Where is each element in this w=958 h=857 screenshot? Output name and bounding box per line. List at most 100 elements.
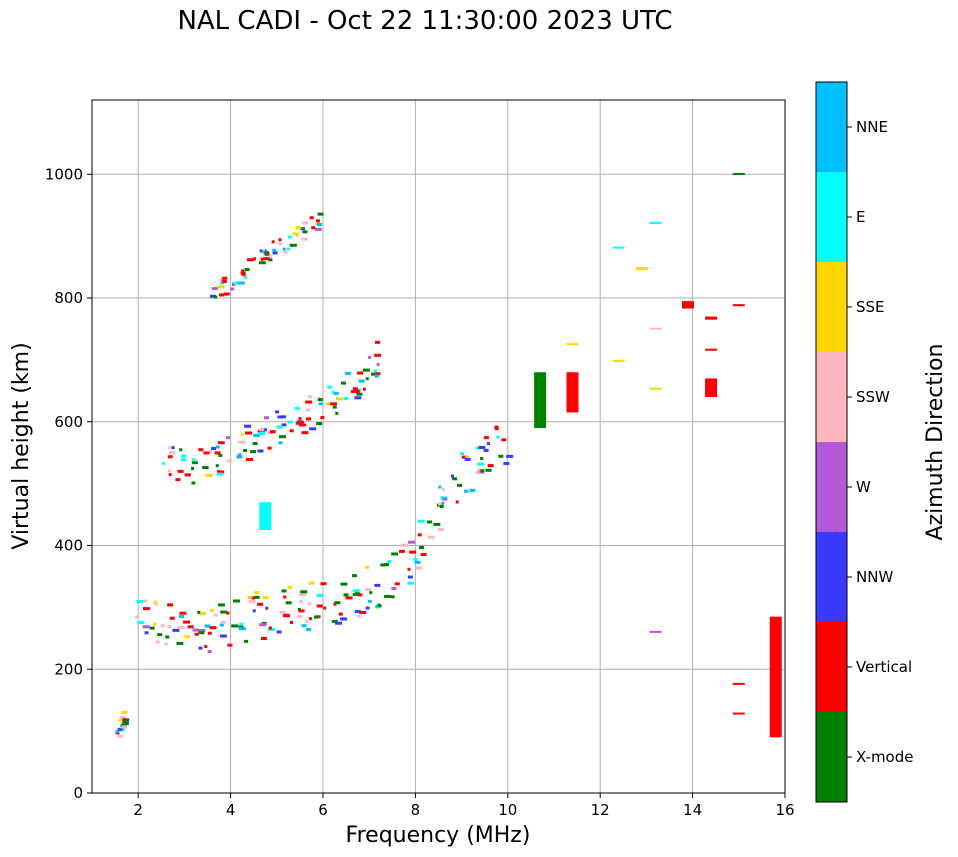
- x-tick-label: 8: [411, 801, 421, 819]
- echo-mark: [343, 593, 349, 597]
- echo-mark: [252, 442, 258, 446]
- grid-lines: [92, 100, 786, 794]
- echo-mark: [391, 586, 397, 590]
- echo-mark: [483, 436, 489, 440]
- echo-mark: [232, 281, 239, 285]
- echo-mark: [281, 589, 287, 593]
- echo-mark: [169, 451, 176, 455]
- echo-mark: [306, 408, 311, 412]
- echo-mark: [334, 601, 341, 605]
- echo-mark: [191, 467, 195, 471]
- echo-mark: [277, 415, 283, 419]
- echo-mark: [225, 436, 230, 440]
- echo-mark: [197, 610, 201, 614]
- echo-mark: [263, 416, 269, 420]
- x-axis-label: Frequency (MHz): [346, 823, 531, 848]
- echo-mark: [121, 722, 129, 726]
- echo-mark: [333, 391, 339, 395]
- echo-mark: [285, 601, 292, 605]
- echo-mark: [207, 650, 212, 654]
- echo-mark: [350, 390, 355, 394]
- echo-mark: [300, 227, 306, 231]
- colorbar-segment: [816, 442, 847, 532]
- echo-mark: [179, 615, 185, 619]
- echo-mark: [230, 287, 235, 291]
- colorbar-segment: [816, 622, 847, 712]
- colorbar-segment: [816, 352, 847, 442]
- colorbar: X-mode Vertical NNW W SSW SSE E NNE: [815, 81, 913, 803]
- echo-mark: [343, 397, 349, 401]
- echo-mark: [480, 457, 484, 461]
- y-tick-label: 1000: [45, 165, 83, 183]
- echo-mark: [308, 395, 313, 399]
- echo-mark: [457, 483, 463, 487]
- echo-mark: [394, 582, 400, 586]
- echo-mark: [283, 250, 288, 254]
- echo-mark: [327, 385, 333, 389]
- echo-mark: [262, 248, 266, 252]
- echo-mark: [278, 242, 283, 246]
- echo-mark: [308, 602, 312, 606]
- echo-mark: [332, 405, 337, 409]
- echo-mark: [167, 455, 173, 459]
- echo-mark: [338, 612, 343, 616]
- echo-mark: [155, 640, 160, 644]
- echo-mark: [302, 230, 308, 234]
- echo-patch: [769, 616, 782, 738]
- echo-mark: [301, 624, 307, 628]
- echo-mark: [211, 287, 218, 291]
- echo-mark: [417, 533, 422, 537]
- echo-mark: [419, 545, 425, 549]
- echo-mark: [305, 417, 311, 421]
- echo-mark: [218, 453, 223, 457]
- echo-mark: [384, 594, 392, 598]
- echo-mark: [276, 425, 283, 429]
- echo-mark: [352, 387, 358, 391]
- echo-patch: [534, 372, 547, 428]
- echo-mark: [309, 427, 317, 431]
- colorbar-label-sse: SSE: [856, 298, 885, 316]
- echo-patch: [566, 343, 579, 346]
- echo-mark: [283, 595, 287, 599]
- echo-mark: [259, 623, 267, 627]
- echo-mark: [238, 625, 244, 629]
- echo-mark: [232, 599, 240, 603]
- echo-mark: [483, 448, 489, 452]
- echo-mark: [498, 454, 504, 458]
- echo-mark: [450, 474, 454, 478]
- echo-mark: [268, 626, 272, 630]
- echo-mark: [301, 237, 308, 241]
- echo-patch: [635, 267, 648, 271]
- echo-mark: [204, 624, 211, 628]
- colorbar-label-ssw: SSW: [856, 388, 890, 406]
- echo-mark: [168, 446, 172, 450]
- echo-mark: [278, 238, 282, 242]
- echo-mark: [220, 610, 228, 614]
- echo-mark: [354, 592, 360, 596]
- echo-patch: [649, 387, 662, 390]
- echo-mark: [345, 596, 353, 600]
- echo-mark: [219, 634, 227, 638]
- echo-mark: [191, 458, 196, 462]
- echo-mark: [362, 368, 370, 372]
- x-tick-label: 2: [133, 801, 143, 819]
- echo-patch: [612, 246, 625, 249]
- echo-mark: [154, 602, 158, 606]
- echo-mark: [340, 381, 346, 385]
- echo-mark: [384, 563, 390, 567]
- echo-mark: [252, 609, 256, 613]
- echo-mark: [214, 451, 221, 455]
- colorbar-label-e: E: [856, 208, 865, 226]
- echo-mark: [215, 464, 219, 468]
- echo-mark: [187, 625, 194, 629]
- echo-mark: [281, 423, 287, 427]
- echo-mark: [318, 402, 323, 406]
- echo-mark: [209, 626, 217, 630]
- echo-mark: [354, 610, 361, 614]
- echo-mark: [295, 421, 303, 425]
- y-tick-label: 200: [54, 660, 83, 678]
- echo-mark: [244, 268, 250, 272]
- echo-mark: [477, 462, 485, 466]
- echo-mark: [119, 716, 126, 720]
- colorbar-segment: [816, 82, 847, 172]
